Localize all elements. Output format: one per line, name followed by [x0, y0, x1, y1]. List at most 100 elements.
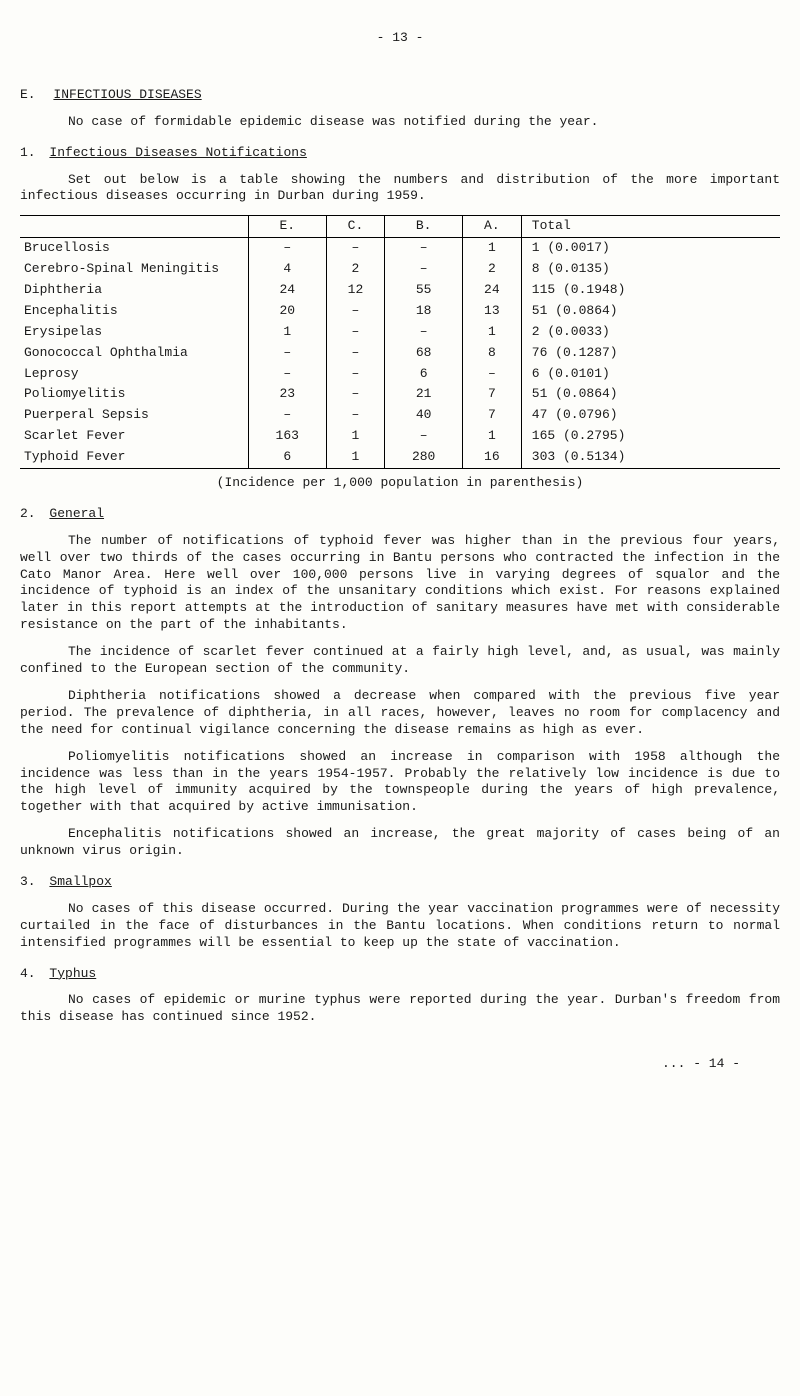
notifications-paragraph: Set out below is a table showing the num…: [20, 172, 780, 206]
table-cell: 12: [326, 280, 385, 301]
table-cell: –: [326, 322, 385, 343]
table-cell: 1: [326, 447, 385, 468]
heading-text: General: [49, 506, 104, 521]
heading-number: 1.: [20, 145, 36, 162]
table-cell: 68: [385, 343, 463, 364]
heading-text: Infectious Diseases Notifications: [49, 145, 306, 160]
intro-paragraph: No case of formidable epidemic disease w…: [20, 114, 780, 131]
table-cell: –: [326, 301, 385, 322]
infectious-diseases-heading: E. INFECTIOUS DISEASES: [20, 87, 780, 104]
table-cell: –: [462, 364, 521, 385]
table-cell: 16: [462, 447, 521, 468]
table-cell: 55: [385, 280, 463, 301]
table-cell: –: [326, 384, 385, 405]
table-cell: 1: [326, 426, 385, 447]
table-row: Brucellosis–––11 (0.0017): [20, 238, 780, 259]
table-cell: –: [249, 238, 327, 259]
total-cell: 51 (0.0864): [521, 301, 780, 322]
table-header-row: E. C. B. A. Total: [20, 216, 780, 238]
table-header: E.: [249, 216, 327, 238]
disease-name-cell: Typhoid Fever: [20, 447, 249, 468]
table-row: Scarlet Fever1631–1165 (0.2795): [20, 426, 780, 447]
table-cell: –: [385, 426, 463, 447]
total-cell: 6 (0.0101): [521, 364, 780, 385]
general-heading: 2. General: [20, 506, 780, 523]
table-cell: 24: [462, 280, 521, 301]
table-cell: 2: [326, 259, 385, 280]
total-cell: 8 (0.0135): [521, 259, 780, 280]
heading-text: Smallpox: [49, 874, 111, 889]
table-cell: –: [326, 364, 385, 385]
table-cell: 1: [249, 322, 327, 343]
table-cell: 7: [462, 405, 521, 426]
table-caption: (Incidence per 1,000 population in paren…: [20, 475, 780, 492]
total-cell: 51 (0.0864): [521, 384, 780, 405]
disease-name-cell: Scarlet Fever: [20, 426, 249, 447]
table-row: Puerperal Sepsis––40747 (0.0796): [20, 405, 780, 426]
table-row: Cerebro-Spinal Meningitis42–28 (0.0135): [20, 259, 780, 280]
table-cell: –: [326, 405, 385, 426]
table-row: Encephalitis20–181351 (0.0864): [20, 301, 780, 322]
table-cell: 1: [462, 322, 521, 343]
general-paragraph-4: Poliomyelitis notifications showed an in…: [20, 749, 780, 817]
notifications-heading: 1. Infectious Diseases Notifications: [20, 145, 780, 162]
table-cell: 18: [385, 301, 463, 322]
table-row: Diphtheria24125524115 (0.1948): [20, 280, 780, 301]
table-cell: 7: [462, 384, 521, 405]
table-cell: –: [326, 238, 385, 259]
heading-text: Typhus: [49, 966, 96, 981]
total-cell: 76 (0.1287): [521, 343, 780, 364]
total-cell: 115 (0.1948): [521, 280, 780, 301]
total-cell: 2 (0.0033): [521, 322, 780, 343]
disease-name-cell: Poliomyelitis: [20, 384, 249, 405]
table-cell: 1: [462, 238, 521, 259]
table-row: Erysipelas1––12 (0.0033): [20, 322, 780, 343]
table-row: Gonococcal Ophthalmia––68876 (0.1287): [20, 343, 780, 364]
disease-name-cell: Puerperal Sepsis: [20, 405, 249, 426]
table-header: C.: [326, 216, 385, 238]
table-cell: 23: [249, 384, 327, 405]
table-cell: 24: [249, 280, 327, 301]
general-paragraph-3: Diphtheria notifications showed a decrea…: [20, 688, 780, 739]
table-row: Leprosy––6–6 (0.0101): [20, 364, 780, 385]
table-row: Typhoid Fever6128016303 (0.5134): [20, 447, 780, 468]
general-paragraph-2: The incidence of scarlet fever continued…: [20, 644, 780, 678]
disease-name-cell: Leprosy: [20, 364, 249, 385]
disease-name-cell: Cerebro-Spinal Meningitis: [20, 259, 249, 280]
disease-name-cell: Erysipelas: [20, 322, 249, 343]
heading-text: INFECTIOUS DISEASES: [53, 87, 201, 102]
total-cell: 303 (0.5134): [521, 447, 780, 468]
table-row: Poliomyelitis23–21751 (0.0864): [20, 384, 780, 405]
table-cell: 13: [462, 301, 521, 322]
table-header: B.: [385, 216, 463, 238]
table-cell: –: [385, 322, 463, 343]
general-paragraph-5: Encephalitis notifications showed an inc…: [20, 826, 780, 860]
continuation-marker: ... - 14 -: [20, 1056, 780, 1073]
table-cell: 2: [462, 259, 521, 280]
table-header: A.: [462, 216, 521, 238]
disease-name-cell: Gonococcal Ophthalmia: [20, 343, 249, 364]
general-paragraph-1: The number of notifications of typhoid f…: [20, 533, 780, 634]
heading-number: 2.: [20, 506, 36, 523]
table-cell: 1: [462, 426, 521, 447]
heading-number: E.: [20, 87, 36, 104]
table-cell: –: [326, 343, 385, 364]
disease-name-cell: Diphtheria: [20, 280, 249, 301]
disease-name-cell: Encephalitis: [20, 301, 249, 322]
table-cell: 163: [249, 426, 327, 447]
table-cell: 4: [249, 259, 327, 280]
diseases-table: E. C. B. A. Total Brucellosis–––11 (0.00…: [20, 215, 780, 469]
typhus-heading: 4. Typhus: [20, 966, 780, 983]
heading-number: 4.: [20, 966, 36, 983]
table-cell: 280: [385, 447, 463, 468]
table-cell: 21: [385, 384, 463, 405]
table-cell: –: [249, 364, 327, 385]
table-cell: 20: [249, 301, 327, 322]
table-cell: 40: [385, 405, 463, 426]
table-header: [20, 216, 249, 238]
table-cell: –: [249, 343, 327, 364]
total-cell: 1 (0.0017): [521, 238, 780, 259]
table-cell: –: [249, 405, 327, 426]
total-cell: 47 (0.0796): [521, 405, 780, 426]
heading-number: 3.: [20, 874, 36, 891]
